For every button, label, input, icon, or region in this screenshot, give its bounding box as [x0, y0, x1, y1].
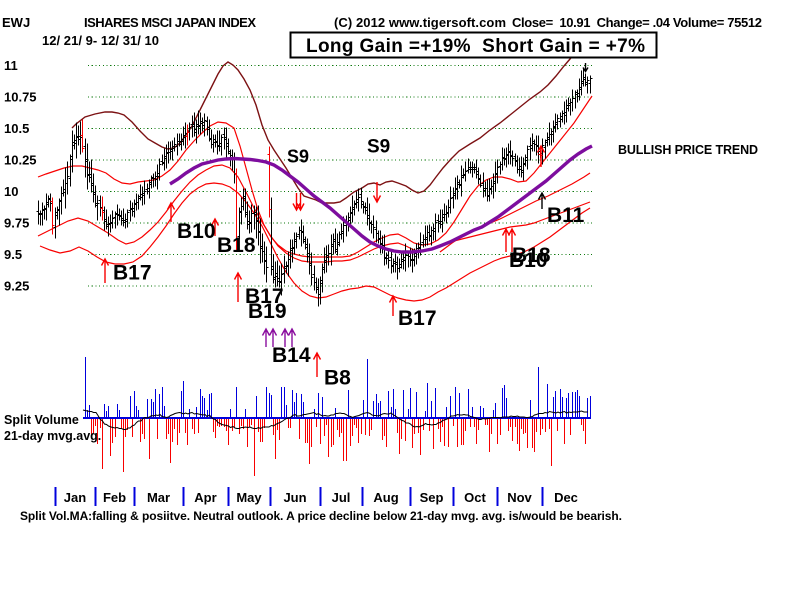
svg-text:B17: B17	[398, 307, 437, 330]
svg-text:Apr: Apr	[194, 490, 216, 505]
svg-text:9.5: 9.5	[4, 247, 22, 262]
svg-text:Split Volume: Split Volume	[4, 413, 79, 427]
svg-text:10: 10	[4, 184, 18, 199]
svg-text:21-day mvg.avg.: 21-day mvg.avg.	[4, 429, 101, 443]
svg-text:12/ 21/ 9- 12/ 31/ 10: 12/ 21/ 9- 12/ 31/ 10	[42, 33, 159, 48]
svg-text:Close= 10.91 Change= .04 Vol: Close= 10.91 Change= .04 Volume= 75512	[512, 15, 762, 30]
svg-text:Jul: Jul	[332, 490, 351, 505]
svg-text:May: May	[236, 490, 262, 505]
svg-text:Dec: Dec	[554, 490, 578, 505]
svg-text:B10: B10	[509, 249, 548, 272]
svg-text:BULLISH PRICE TREND: BULLISH PRICE TREND	[618, 143, 758, 157]
svg-text:Nov: Nov	[507, 490, 532, 505]
svg-text:Jan: Jan	[64, 490, 86, 505]
svg-text:B17: B17	[245, 285, 284, 308]
svg-text:Long Gain =+19% Short Gain =: Long Gain =+19% Short Gain = +7%	[306, 36, 645, 57]
svg-text:B18: B18	[512, 244, 551, 267]
svg-text:9.75: 9.75	[4, 216, 29, 231]
svg-text:EWJ: EWJ	[2, 15, 30, 30]
svg-text:Split Vol.MA:falling & posiitv: Split Vol.MA:falling & posiitve. Neutral…	[20, 509, 622, 523]
svg-text:ISHARES MSCI JAPAN INDEX: ISHARES MSCI JAPAN INDEX	[84, 15, 256, 30]
svg-text:10.75: 10.75	[4, 90, 37, 105]
svg-text:B17: B17	[113, 262, 152, 285]
svg-text:B11: B11	[547, 204, 585, 227]
svg-text:(C) 2012 www.tigersoft.com: (C) 2012 www.tigersoft.com	[334, 15, 506, 30]
svg-text:10.5: 10.5	[4, 121, 29, 136]
svg-text:11: 11	[4, 58, 18, 73]
svg-text:9.25: 9.25	[4, 279, 29, 294]
svg-text:S9: S9	[367, 137, 390, 158]
svg-text:B10: B10	[177, 220, 216, 243]
svg-text:Oct: Oct	[464, 490, 486, 505]
svg-text:B19: B19	[248, 300, 287, 323]
svg-text:B14: B14	[272, 344, 311, 367]
svg-text:Sep: Sep	[420, 490, 444, 505]
svg-text:S9: S9	[287, 147, 309, 167]
svg-text:Jun: Jun	[283, 490, 306, 505]
svg-text:Mar: Mar	[147, 490, 170, 505]
svg-text:Aug: Aug	[373, 490, 398, 505]
svg-text:B8: B8	[324, 367, 351, 390]
svg-text:B18: B18	[217, 234, 256, 257]
svg-text:10.25: 10.25	[4, 153, 37, 168]
svg-text:Feb: Feb	[103, 490, 126, 505]
